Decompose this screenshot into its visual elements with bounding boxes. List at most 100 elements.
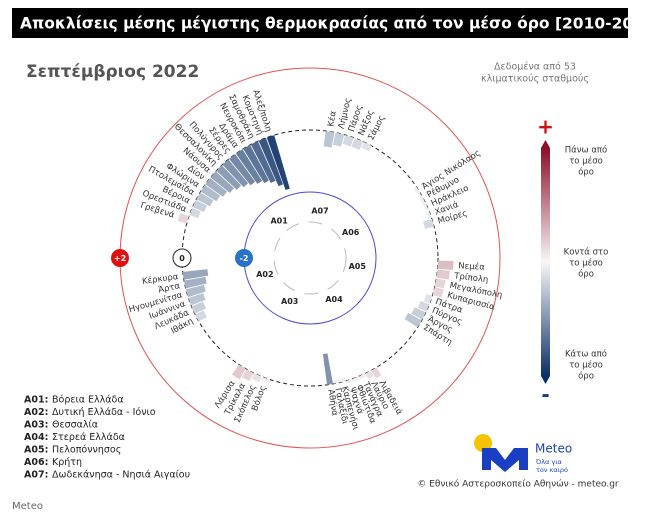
legend-code: A04: (24, 432, 48, 443)
tick-label: 0 (179, 254, 185, 263)
colorbar-label: το μέσο (569, 360, 603, 371)
station-label: Κέρκυρα (141, 271, 179, 287)
bar (185, 284, 206, 298)
colorbar-label: όρο (578, 269, 594, 280)
station-label: Αθήνα (325, 389, 339, 417)
bar (235, 149, 263, 184)
station-label: Άρτα (157, 281, 181, 295)
legend-code: A05: (24, 445, 48, 456)
region-code: A03 (281, 297, 298, 306)
colorbar-label: το μέσο (569, 156, 603, 167)
note: κλιματικούς σταθμούς (481, 74, 589, 85)
bar (434, 278, 446, 289)
logo-m (482, 448, 528, 472)
bar (241, 369, 254, 382)
bar (191, 301, 206, 314)
note: Δεδομένα από 53 (494, 62, 576, 73)
grid-circle (243, 191, 377, 325)
colorbar-minus: - (541, 383, 549, 407)
bar (346, 378, 354, 384)
bar (195, 310, 207, 322)
colorbar (541, 148, 550, 376)
bar (251, 373, 262, 383)
bar (250, 141, 276, 183)
bar (205, 178, 227, 197)
bar (423, 294, 433, 304)
bar (359, 373, 367, 379)
inner-ring (273, 221, 347, 295)
region-code: A04 (325, 295, 343, 304)
station-label: Νεμέα (458, 260, 485, 272)
bar (417, 300, 430, 312)
colorbar-label: όρο (578, 371, 594, 382)
region-code: A02 (256, 270, 273, 279)
colorbar-label: Κάτω από (565, 349, 607, 360)
colorbar-plus: + (537, 115, 554, 139)
bar (365, 370, 374, 379)
region-code: A07 (311, 207, 328, 216)
bar (323, 130, 335, 148)
title-bar (12, 8, 628, 38)
bar (332, 132, 345, 147)
tick-marker (172, 248, 192, 268)
colorbar-label: όρο (578, 167, 594, 178)
legend-name: Κρήτη (52, 457, 82, 468)
bar (361, 141, 373, 152)
colorbar-tip (541, 376, 550, 384)
bar (322, 353, 333, 385)
legend-code: A01: (24, 395, 48, 406)
bar (423, 218, 435, 229)
colorbar-label: Πάνω από (565, 145, 607, 156)
station-label: Τρίπολη (453, 271, 489, 285)
bar (436, 269, 450, 280)
bar (189, 207, 201, 219)
bar (371, 367, 382, 379)
footer: Meteo (12, 501, 43, 512)
bar (182, 269, 209, 280)
bar (200, 185, 221, 202)
legend-name: Δυτική Ελλάδα - Ιόνιο (52, 407, 156, 418)
bar (188, 293, 206, 306)
bar (196, 192, 214, 207)
legend-name: Θεσσαλία (52, 420, 98, 431)
region-code: A05 (349, 262, 367, 271)
tick-marker (111, 249, 129, 267)
bar (231, 364, 246, 380)
region-code: A06 (342, 228, 360, 237)
bar (261, 376, 271, 383)
logo-name: Meteo (535, 442, 572, 456)
bar (342, 134, 354, 147)
subtitle: Σεπτέμβριος 2022 (26, 62, 199, 82)
title: Αποκλίσεις μέσης μέγιστης θερμοκρασίας α… (20, 15, 660, 33)
logo-tagline: τον καιρό (536, 466, 568, 474)
colorbar-label: Κοντά στο (564, 248, 609, 258)
tick-marker (235, 249, 253, 267)
bar (243, 144, 269, 184)
legend-code: A02: (24, 407, 48, 418)
legend-code: A06: (24, 457, 48, 468)
bar (339, 377, 347, 383)
bar (210, 171, 234, 193)
region-code: A01 (270, 217, 288, 226)
tick-label: +2 (114, 254, 126, 263)
legend-code: A03: (24, 420, 48, 431)
bar (177, 212, 190, 224)
bar (258, 137, 283, 187)
logo-tagline: Όλα για (535, 458, 562, 466)
legend-name: Πελοπόννησος (52, 445, 121, 456)
logo-sun (474, 434, 492, 452)
bar (353, 376, 360, 382)
tick-label: -2 (240, 254, 249, 263)
bar (404, 312, 422, 328)
legend-name: Στερεά Ελλάδα (52, 432, 125, 443)
bar (351, 138, 364, 151)
bar (425, 210, 432, 219)
bar (192, 199, 207, 213)
legend-code: A07: (24, 470, 48, 481)
bar (184, 276, 207, 289)
station-label: Κέα (325, 110, 338, 128)
bar (418, 194, 425, 203)
bar (437, 260, 454, 271)
legend-name: Βόρεια Ελλάδα (52, 395, 124, 406)
